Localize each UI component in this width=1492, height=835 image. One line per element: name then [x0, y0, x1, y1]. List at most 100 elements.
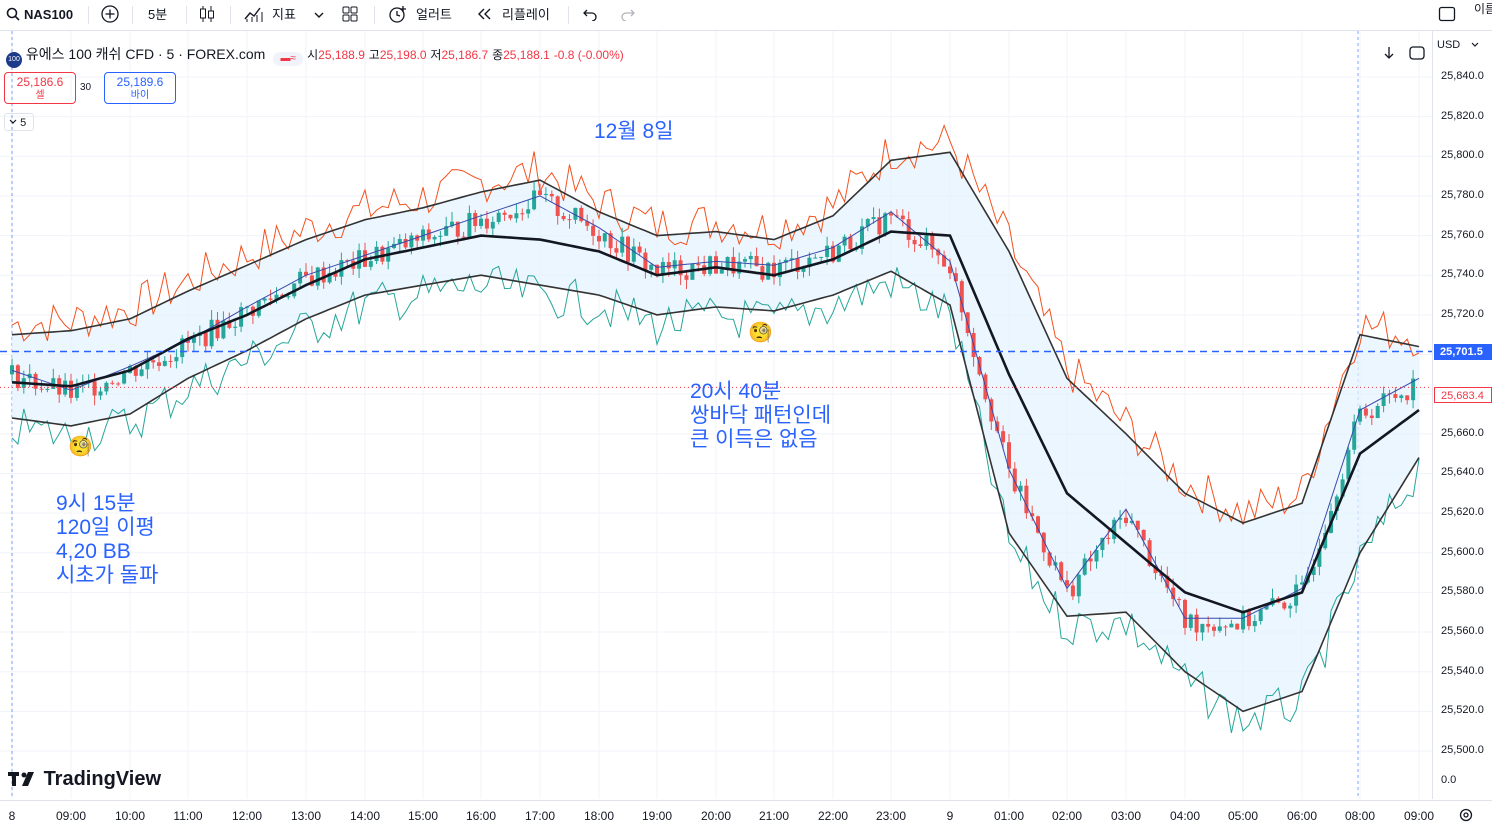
horizontal-line-price-badge[interactable]: 25,701.5: [1434, 343, 1492, 360]
time-tick-label: 12:00: [231, 809, 263, 823]
indicator-collapse-button[interactable]: 5: [4, 113, 34, 131]
fast-ma-line: [11, 195, 1420, 619]
time-tick-label: 06:00: [1286, 809, 1318, 823]
price-tick-label: 25,740.0: [1441, 268, 1484, 281]
time-tick-label: 15:00: [407, 809, 439, 823]
candle-body: [1094, 549, 1099, 562]
candle-body: [883, 213, 888, 235]
candles-chart-type-icon[interactable]: [198, 0, 216, 30]
low-label: 저: [430, 48, 442, 62]
candle-body: [1282, 602, 1287, 609]
candle-body: [825, 245, 830, 257]
candle-body: [959, 281, 964, 313]
time-axis[interactable]: 8 09:00 10:00 11:00 12:00 13:00 14:00 15:00 16:0…: [0, 800, 1492, 835]
candle-body: [772, 262, 776, 278]
time-tick-label: 21:00: [758, 809, 790, 823]
time-tick-label: 04:00: [1169, 809, 1201, 823]
redo-icon[interactable]: [620, 0, 636, 30]
candle-body: [268, 298, 273, 300]
candle-body: [836, 245, 841, 262]
candle-body: [1369, 415, 1374, 419]
candle-body: [1007, 442, 1011, 469]
candle-body: [461, 236, 466, 238]
candle-body: [409, 235, 414, 248]
candle-body: [1246, 610, 1251, 627]
candle-body: [948, 266, 952, 274]
candle-body: [1375, 405, 1380, 419]
time-tick-label: 16:00: [465, 809, 497, 823]
candle-body: [795, 258, 800, 272]
low-value: 25,186.7: [441, 48, 489, 62]
price-axis[interactable]: USD 25,840.0 25,820.0 25,800.0 25,780.0 25,7…: [1432, 31, 1492, 799]
indicators-button[interactable]: 지표: [272, 7, 296, 22]
search-icon[interactable]: [6, 0, 20, 30]
candle-body: [321, 267, 326, 283]
candle-body: [69, 380, 73, 398]
candle-body: [684, 275, 689, 280]
alert-button[interactable]: 얼러트: [416, 7, 452, 22]
candle-body: [690, 263, 695, 280]
compare-plus-icon[interactable]: [100, 0, 120, 30]
fullscreen-square-icon[interactable]: [1438, 0, 1456, 30]
date-annotation[interactable]: 12월 8일: [594, 120, 674, 143]
divider: [568, 6, 569, 24]
buy-button[interactable]: 25,189.6 바이: [104, 72, 176, 104]
entry-annotation[interactable]: 9시 15분 120일 이평 4,20 BB 시초가 돌파: [56, 492, 159, 587]
price-tick-label: 25,760.0: [1441, 228, 1484, 241]
magnifier-face-icon[interactable]: 🧐: [748, 322, 773, 344]
candle-body: [1076, 574, 1081, 597]
candle-body: [490, 221, 495, 229]
name-label-cut: 이름: [1474, 2, 1492, 16]
double-bottom-annotation[interactable]: 20시 40분 쌍바닥 패턴인데 큰 이득은 없음: [690, 380, 832, 451]
fit-screen-icon[interactable]: [1408, 44, 1426, 62]
candle-body: [1212, 626, 1216, 631]
candle-body: [1030, 513, 1035, 517]
replay-button[interactable]: 리플레이: [502, 7, 550, 22]
candle-body: [116, 383, 121, 385]
interval-button[interactable]: 5분: [148, 7, 168, 22]
symbol-search-button[interactable]: NAS100: [24, 7, 74, 22]
currency-selector[interactable]: USD: [1437, 39, 1489, 65]
price-chart[interactable]: [0, 31, 1432, 799]
candle-body: [309, 275, 314, 286]
undo-icon[interactable]: [582, 0, 598, 30]
candle-body: [33, 373, 38, 389]
candle-body: [766, 262, 771, 280]
time-tick-label: 9: [946, 809, 954, 823]
candle-body: [924, 235, 929, 246]
chevron-down-icon[interactable]: [314, 0, 324, 30]
candle-body: [496, 212, 501, 222]
candle-body: [597, 235, 601, 242]
candle-body: [421, 229, 425, 241]
candle-body: [191, 335, 196, 343]
replay-icon[interactable]: [476, 0, 492, 30]
close-label: 종: [492, 48, 504, 62]
scroll-down-arrow-icon[interactable]: [1380, 44, 1398, 62]
candle-body: [168, 360, 173, 362]
candle-body: [842, 236, 847, 246]
magnifier-face-icon[interactable]: 🧐: [68, 436, 93, 458]
alarm-clock-icon[interactable]: [388, 0, 408, 30]
candle-body: [696, 263, 701, 266]
price-tick-label: 25,780.0: [1441, 188, 1484, 201]
buy-label: 바이: [130, 90, 150, 101]
candle-body: [467, 212, 472, 237]
candle-body: [180, 338, 185, 358]
candle-body: [345, 260, 350, 262]
legend-title[interactable]: 유에스 100 캐쉬 CFD · 5 · FOREX.com: [25, 46, 266, 62]
candle-body: [374, 246, 379, 262]
candle-body: [1183, 599, 1187, 628]
tv-logo-icon: [8, 772, 34, 786]
candle-body: [333, 272, 338, 277]
candle-body: [403, 239, 408, 248]
candle-body: [865, 219, 870, 227]
candle-body: [900, 215, 905, 220]
currency-label: USD: [1437, 39, 1461, 51]
tradingview-logo[interactable]: TradingView: [8, 768, 161, 791]
settings-gear-icon[interactable]: [1458, 807, 1474, 828]
layout-grid-icon[interactable]: [342, 0, 358, 30]
indicators-icon[interactable]: [244, 0, 264, 30]
candle-body: [1200, 623, 1205, 633]
sell-button[interactable]: 25,186.6 셀: [4, 72, 76, 104]
visibility-toggle[interactable]: ▬≈: [273, 52, 304, 66]
